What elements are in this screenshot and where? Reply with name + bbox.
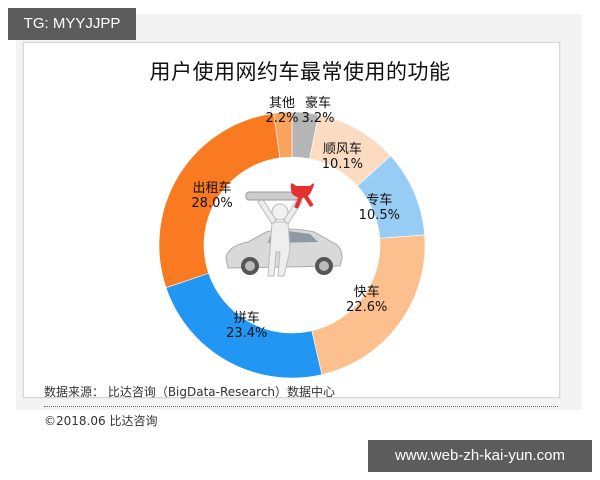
- data-source-note: 数据来源： 比达咨询（BigData-Research）数据中心: [44, 385, 336, 399]
- slice-percent: 3.2%: [301, 111, 335, 126]
- donut-slice: [158, 112, 281, 289]
- slice-name: 拼车: [233, 311, 260, 327]
- watermark-top: TG: MYYJJPP: [8, 8, 136, 40]
- slice-percent: 22.6%: [346, 300, 388, 316]
- person-with-car-key-icon: [225, 183, 343, 277]
- dotted-divider: [44, 406, 558, 407]
- slice-name: 豪车: [304, 96, 331, 111]
- center-illustration: [218, 180, 348, 290]
- slice-percent: 2.2%: [265, 111, 299, 126]
- slice-name: 其他: [268, 96, 295, 111]
- slice-label: 豪车 3.2%: [301, 96, 334, 126]
- slice-name: 专车: [366, 192, 393, 208]
- watermark-bottom: www.web-zh-kai-yun.com: [368, 440, 592, 472]
- copyright-note: ©2018.06 比达咨询: [44, 414, 158, 428]
- slice-name: 顺风车: [322, 141, 362, 157]
- slice-label: 出租车 28.0%: [191, 181, 232, 211]
- slice-label: 快车 22.6%: [346, 285, 387, 315]
- slice-percent: 10.5%: [358, 207, 400, 223]
- slice-percent: 23.4%: [226, 326, 268, 342]
- slice-percent: 28.0%: [191, 195, 233, 211]
- slice-percent: 10.1%: [321, 156, 364, 172]
- donut-slice: [273, 111, 293, 159]
- chart-title: 用户使用网约车最常使用的功能: [149, 60, 451, 84]
- slice-label: 专车 10.5%: [359, 193, 400, 223]
- slice-label: 顺风车 10.1%: [322, 142, 363, 172]
- slice-label: 拼车 23.4%: [226, 311, 267, 341]
- slice-name: 出租车: [192, 180, 232, 196]
- slice-name: 快车: [353, 285, 380, 301]
- slice-label: 其他 2.2%: [265, 96, 298, 126]
